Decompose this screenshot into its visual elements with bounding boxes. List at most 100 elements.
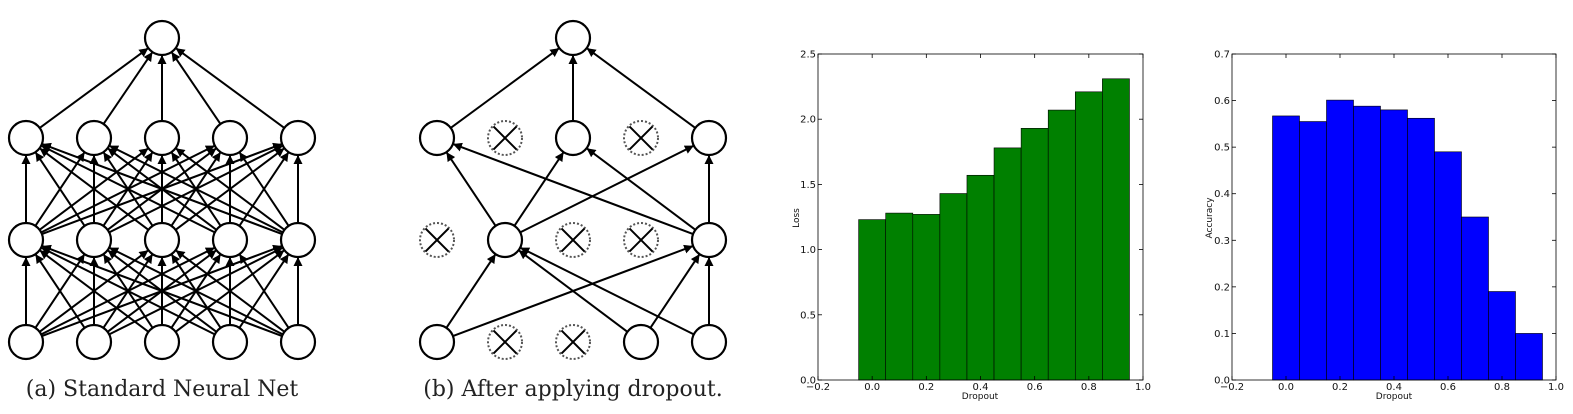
neuron: [211, 323, 249, 361]
accuracy-x-tick-label: 0.8: [1494, 382, 1510, 393]
connection-arrow: [108, 144, 284, 234]
accuracy-bar: [1515, 333, 1543, 381]
accuracy-bar: [1299, 121, 1327, 381]
accuracy-bar: [1461, 216, 1489, 381]
loss-y-tick-label: 2.5: [800, 50, 816, 61]
connection-arrow: [102, 51, 154, 125]
accuracy-y-tick-label: 0.7: [1214, 50, 1230, 61]
loss-bar: [885, 212, 914, 381]
neuron: [622, 323, 660, 361]
dropout-net-caption: (b) After applying dropout.: [423, 377, 722, 402]
loss-x-tick-label: 0.8: [1081, 382, 1097, 393]
connection-arrow: [585, 147, 697, 231]
neuron: [554, 119, 592, 157]
connection-arrow: [40, 144, 216, 234]
accuracy-y-tick-label: 0.2: [1214, 282, 1230, 293]
accuracy-y-tick-label: 0.5: [1214, 143, 1230, 154]
connection-arrow: [170, 51, 222, 125]
loss-y-tick-label: 2.0: [800, 115, 816, 126]
accuracy-x-tick-label: 0.2: [1332, 382, 1348, 393]
loss-x-tick-label: 0.6: [1027, 382, 1043, 393]
neuron: [211, 221, 249, 259]
loss-bar: [1102, 78, 1130, 381]
connection-arrow: [452, 142, 694, 235]
dropped-neuron: [623, 120, 659, 156]
standard-net-caption: (a) Standard Neural Net: [26, 377, 299, 402]
accuracy-y-tick-label: 0.6: [1214, 96, 1230, 107]
accuracy-y-tick-label: 0.3: [1214, 236, 1230, 247]
connection-arrow: [175, 147, 285, 231]
neuron: [279, 323, 317, 361]
connection-arrow: [450, 47, 560, 129]
neuron: [7, 323, 45, 361]
loss-bar: [1074, 91, 1103, 381]
connection-arrow: [519, 144, 695, 234]
loss-bar: [912, 214, 941, 381]
accuracy-x-tick-label: 1.0: [1548, 382, 1564, 393]
loss-bar: [1047, 109, 1076, 381]
connection-arrow: [519, 246, 695, 336]
connection-arrow: [38, 147, 149, 231]
connection-arrow: [175, 47, 285, 129]
connection-arrow: [586, 47, 696, 129]
loss-bar: [858, 219, 887, 381]
dropped-neuron: [555, 222, 591, 258]
accuracy-bar: [1488, 291, 1516, 381]
accuracy-bar: [1272, 115, 1300, 381]
neuron: [279, 119, 317, 157]
neuron: [690, 323, 728, 361]
connection-arrow: [34, 151, 86, 227]
connection-arrow: [175, 249, 285, 333]
loss-x-tick-label: 0.4: [973, 382, 989, 393]
accuracy-x-tick-label: 0.4: [1386, 382, 1402, 393]
neuron: [690, 221, 728, 259]
loss-y-tick-label: 0.0: [800, 376, 816, 387]
connection-arrow: [39, 47, 149, 129]
loss-x-tick-label: 0.0: [864, 382, 880, 393]
connection-arrow: [238, 151, 290, 227]
loss-chart-ylabel: Loss: [792, 208, 802, 228]
loss-bar: [939, 193, 968, 381]
accuracy-bar: [1353, 105, 1381, 381]
neuron: [143, 323, 181, 361]
accuracy-x-tick-label: −0.2: [1220, 382, 1244, 393]
neuron: [143, 119, 181, 157]
accuracy-bar: [1407, 117, 1435, 381]
connection-arrow: [649, 253, 701, 329]
neuron: [690, 119, 728, 157]
dropped-neuron: [487, 120, 523, 156]
neuron: [143, 221, 181, 259]
neuron: [7, 119, 45, 157]
connection-arrow: [40, 246, 216, 336]
standard-neural-net-diagram: [7, 19, 317, 361]
accuracy-x-tick-label: 0.6: [1440, 382, 1456, 393]
neuron: [418, 119, 456, 157]
connection-arrow: [41, 142, 283, 235]
loss-x-tick-label: 0.2: [918, 382, 934, 393]
accuracy-y-tick-label: 0.4: [1214, 189, 1230, 200]
accuracy-chart-ylabel: Accuracy: [1205, 197, 1215, 239]
connection-arrow: [445, 151, 497, 227]
connection-arrow: [517, 249, 629, 333]
dropout-neural-net-diagram: [418, 19, 728, 361]
neuron: [75, 221, 113, 259]
neuron: [75, 119, 113, 157]
accuracy-y-tick-label: 0.0: [1214, 376, 1230, 387]
loss-y-tick-label: 1.5: [800, 180, 816, 191]
dropped-neuron: [487, 324, 523, 360]
dropped-neuron: [623, 222, 659, 258]
accuracy-bar: [1380, 109, 1408, 381]
dropped-neuron: [555, 324, 591, 360]
connection-arrow: [41, 244, 283, 337]
loss-chart: Dropout Loss −0.2 0.0 0.2 0.4 0.6 0.8 1.00.00.…: [792, 50, 1151, 403]
loss-bar: [966, 174, 995, 381]
connection-arrow: [445, 253, 497, 329]
neuron: [211, 119, 249, 157]
neuron: [143, 19, 181, 57]
connection-arrow: [513, 151, 565, 227]
loss-bar: [1020, 128, 1049, 381]
connection-arrow: [108, 246, 284, 336]
loss-y-tick-label: 0.5: [800, 310, 816, 321]
neuron: [486, 221, 524, 259]
